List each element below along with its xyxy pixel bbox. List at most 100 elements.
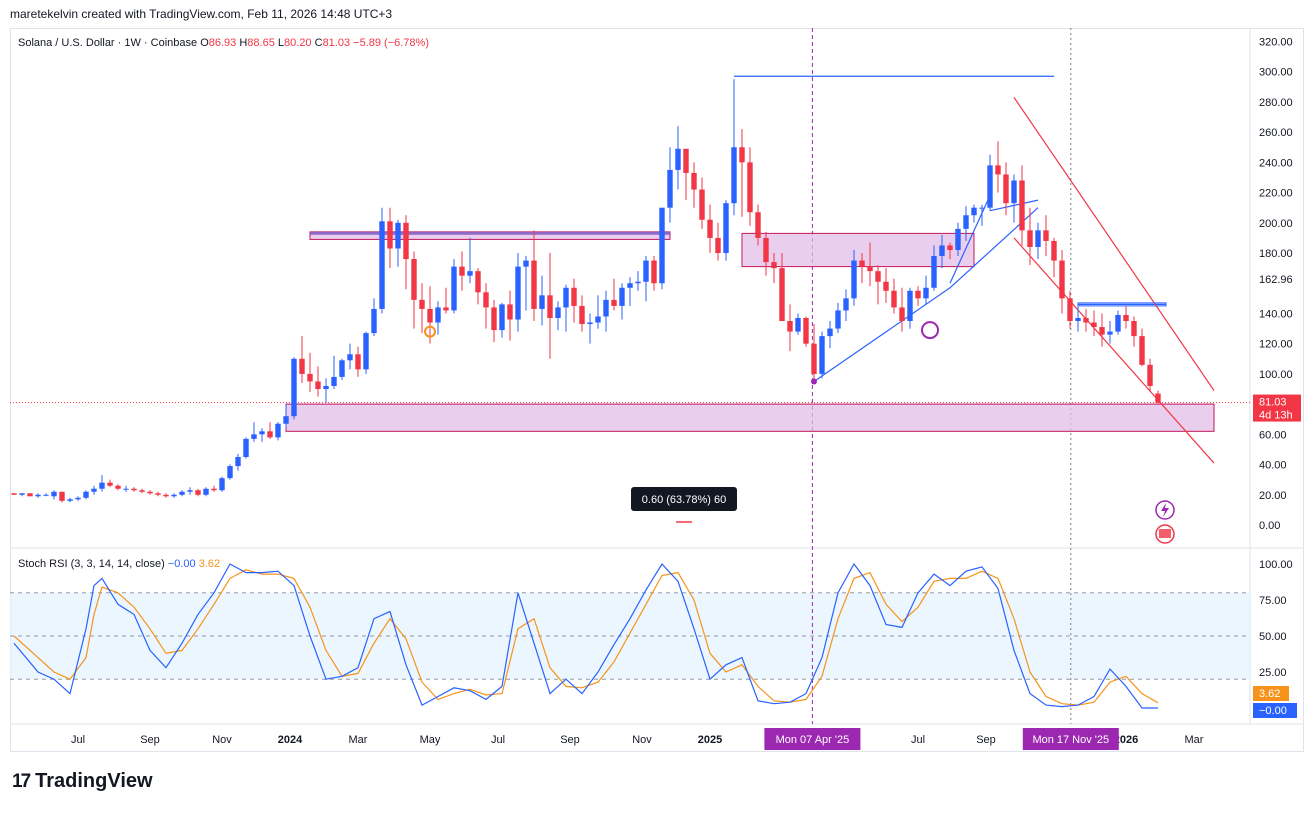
candle-body — [699, 189, 705, 220]
legend-c_label: C — [315, 37, 323, 49]
candle-body — [787, 321, 793, 332]
candle-body — [683, 148, 689, 173]
candle-body — [427, 308, 433, 323]
candle-body — [947, 245, 953, 250]
stoch-d-badge — [1253, 686, 1289, 701]
price-tick-label: 0.00 — [1259, 520, 1280, 532]
middle-supply-zone — [741, 232, 975, 268]
stoch-tick-label: 25.00 — [1259, 667, 1287, 679]
stoch-k-line — [13, 562, 1158, 709]
candle-body — [891, 290, 897, 308]
candle-body — [259, 431, 265, 435]
candle-body — [819, 336, 825, 374]
candle-body — [235, 457, 241, 467]
time-label: Mar — [349, 734, 368, 746]
highlight-date-badge-1 — [764, 728, 861, 750]
countdown-label: 4d 13h — [1259, 410, 1293, 422]
candle-body — [979, 207, 985, 209]
candle-body — [99, 482, 105, 489]
candle-body — [227, 466, 233, 479]
highlight-date-2: Mon 17 Nov '25 — [1032, 734, 1109, 746]
wedge-upper-line — [949, 195, 991, 284]
candle-body — [187, 490, 193, 492]
time-label: 2025 — [698, 734, 722, 746]
stoch-k-badge — [1253, 703, 1297, 718]
candle-body — [443, 307, 449, 311]
last-price-badge — [1253, 394, 1301, 422]
candle-body — [851, 260, 857, 299]
price-tick-label: 240.00 — [1259, 157, 1293, 169]
candle-body — [483, 292, 489, 308]
candle-body — [1059, 260, 1065, 299]
lightning-bolt-shape — [1161, 503, 1169, 517]
tradingview-logo[interactable]: 17 TradingView — [12, 770, 153, 793]
candle-body — [1027, 230, 1033, 247]
candle-body — [907, 290, 913, 322]
tradingview-mark-icon: 17 — [12, 770, 31, 792]
candle-body — [51, 491, 57, 497]
candle-body — [859, 260, 865, 267]
candle-body — [547, 295, 553, 318]
candle-body — [11, 493, 17, 495]
stoch-tick-label: 75.00 — [1259, 595, 1287, 607]
trendline-anchor-dot — [811, 378, 817, 385]
recent-horizontal-box — [1077, 302, 1167, 307]
candle-body — [1067, 298, 1073, 322]
candle-body — [355, 354, 361, 370]
candle-body — [619, 287, 625, 306]
time-label: Sep — [976, 734, 996, 746]
candle-body — [1115, 314, 1121, 332]
candle-body — [491, 307, 497, 331]
candle-body — [803, 317, 809, 344]
candle-body — [307, 373, 313, 382]
legend-h_label: H — [239, 37, 247, 49]
candle-body — [955, 228, 961, 250]
candle-body — [987, 165, 993, 208]
candle-body — [123, 488, 129, 490]
candle-body — [395, 222, 401, 249]
candle-body — [163, 494, 169, 497]
purple-circle-marker — [921, 321, 939, 340]
candle-body — [843, 298, 849, 311]
candle-body — [1147, 364, 1153, 386]
rising-trendline — [813, 287, 951, 382]
candle-body — [587, 322, 593, 325]
candle-body — [811, 343, 817, 374]
candle-body — [1051, 240, 1057, 261]
time-label: Jul — [911, 734, 925, 746]
time-label: May — [420, 734, 441, 746]
candle-body — [403, 222, 409, 260]
time-label: 2026 — [1114, 734, 1138, 746]
candle-body — [691, 172, 697, 190]
channel-lower-line — [1013, 237, 1215, 464]
candle-body — [923, 287, 929, 299]
candle-body — [931, 256, 937, 288]
candle-body — [203, 488, 209, 495]
candle-body — [747, 162, 753, 213]
stoch-title: Stoch RSI (3, 3, 14, 14, close) — [18, 558, 168, 570]
candle-body — [755, 212, 761, 238]
price-tick-label: 180.00 — [1259, 248, 1293, 260]
price-tick-label: 120.00 — [1259, 339, 1293, 351]
stoch-tick-label: 100.00 — [1259, 559, 1293, 571]
candle-body — [579, 305, 585, 325]
candle-body — [563, 287, 569, 308]
candle-body — [995, 165, 1001, 175]
time-label: Jul — [71, 734, 85, 746]
orange-circle-marker — [424, 325, 436, 338]
candle-body — [283, 416, 289, 424]
legend-h_value: 88.65 — [247, 37, 278, 49]
candle-body — [659, 207, 665, 284]
candle-body — [899, 307, 905, 322]
chart-frame — [10, 28, 1304, 752]
candle-body — [675, 148, 681, 170]
candle-body — [523, 260, 529, 267]
candle-body — [387, 221, 393, 249]
candle-body — [411, 259, 417, 300]
legend-line: Solana / U.S. Dollar · 1W · Coinbase O86… — [18, 37, 429, 49]
candle-body — [1043, 230, 1049, 241]
candle-body — [115, 485, 121, 489]
candle-body — [723, 203, 729, 254]
candle-body — [1139, 336, 1145, 365]
